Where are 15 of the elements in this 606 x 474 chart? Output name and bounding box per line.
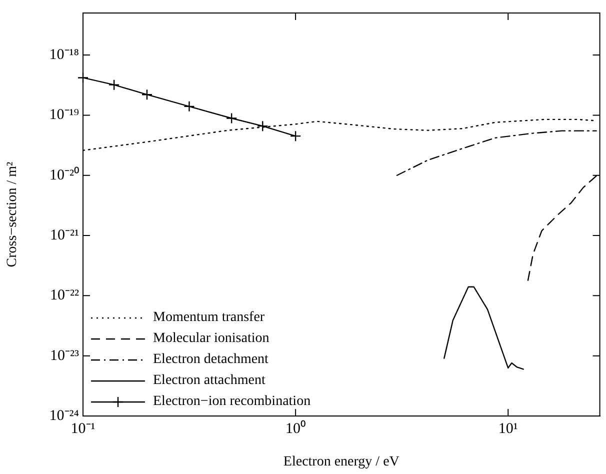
legend-label: Electron−ion recombination — [153, 393, 311, 411]
legend-label: Momentum transfer — [153, 309, 265, 327]
y-axis-title: Cross−section / m² — [5, 162, 20, 268]
y-tick-label: 10⁻²⁰ — [50, 166, 79, 184]
legend-label: Molecular ionisation — [153, 330, 270, 348]
y-tick-label: 10⁻¹⁸ — [49, 46, 79, 63]
x-axis-title: Electron energy / eV — [283, 454, 400, 470]
x-tick-label: 10¹ — [498, 420, 518, 437]
y-tick-label: 10⁻²³ — [50, 348, 80, 364]
legend-label: Electron detachment — [153, 351, 268, 369]
legend-label: Electron attachment — [153, 372, 266, 390]
x-tick-label: 10⁰ — [286, 420, 306, 437]
y-tick-label: 10⁻²² — [50, 288, 80, 304]
y-tick-label: 10⁻²¹ — [50, 227, 79, 244]
y-tick-label: 10⁻¹⁹ — [49, 107, 79, 124]
